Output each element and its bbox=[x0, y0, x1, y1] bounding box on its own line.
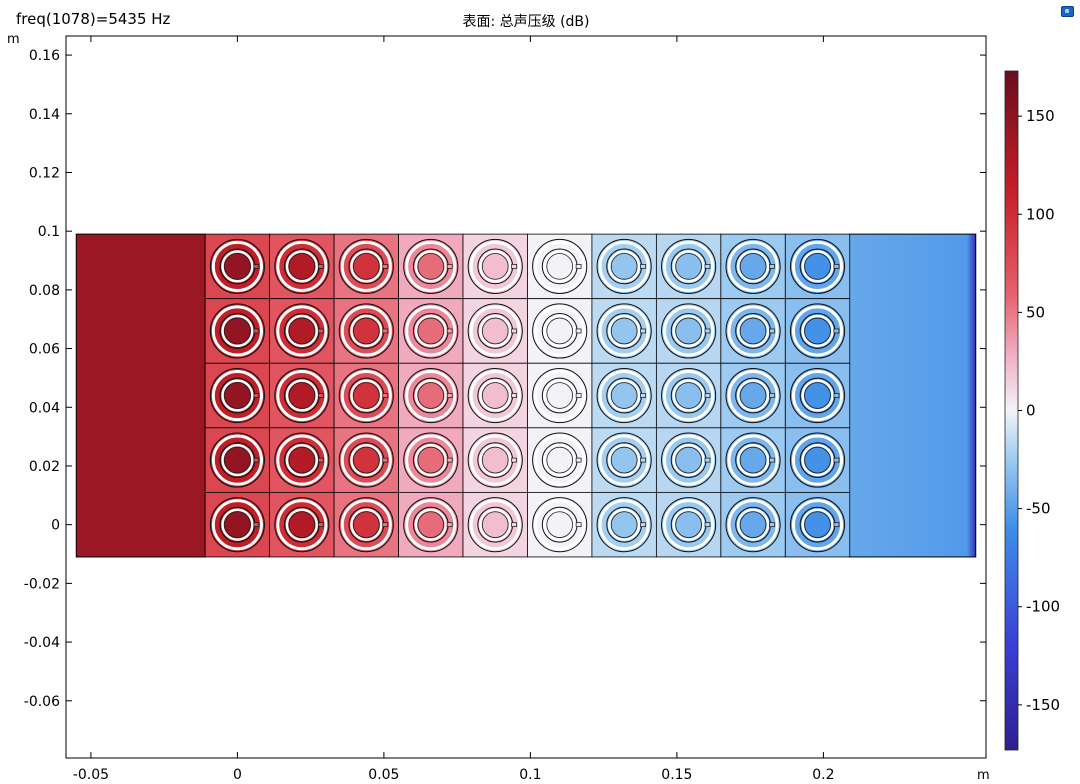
resonator-cell bbox=[527, 298, 593, 364]
resonator-cell bbox=[333, 298, 399, 364]
y-tick-label: 0.14 bbox=[29, 107, 60, 123]
resonator-cell bbox=[591, 427, 657, 493]
y-tick-label: -0.02 bbox=[24, 576, 60, 592]
colorbar-tick-label: -150 bbox=[1026, 696, 1060, 714]
resonator-cell bbox=[398, 233, 464, 300]
x-axis-unit: m bbox=[977, 768, 990, 783]
resonator-cell bbox=[591, 298, 657, 364]
resonator-cell bbox=[655, 491, 722, 558]
y-tick-label: -0.04 bbox=[24, 635, 60, 651]
parameter-label: freq(1078)=5435 Hz bbox=[16, 10, 171, 28]
colorbar-tick-label: 0 bbox=[1026, 402, 1036, 420]
resonator-cell bbox=[655, 298, 722, 364]
resonator-cell bbox=[720, 427, 786, 493]
resonator-cell bbox=[269, 427, 335, 493]
outlet-region bbox=[848, 233, 977, 558]
colorbar-tick-label: -100 bbox=[1026, 598, 1060, 616]
resonator-cell bbox=[784, 362, 851, 429]
x-tick-label: 0.1 bbox=[519, 767, 541, 783]
resonator-cell bbox=[204, 233, 271, 300]
resonator-cell bbox=[591, 491, 657, 558]
resonator-cell bbox=[591, 362, 657, 429]
resonator-cell bbox=[720, 491, 786, 558]
y-tick-label: 0.08 bbox=[29, 283, 60, 299]
resonator-cell bbox=[784, 298, 851, 364]
resonator-cell bbox=[527, 427, 593, 493]
resonator-cell bbox=[462, 298, 528, 364]
resonator-cell bbox=[720, 298, 786, 364]
resonator-cell bbox=[333, 491, 399, 558]
plot-title: 表面: 总声压级 (dB) bbox=[462, 14, 589, 30]
inlet-region bbox=[75, 233, 206, 558]
colorbar-gradient bbox=[1004, 70, 1019, 751]
y-tick-label: 0.02 bbox=[29, 459, 60, 475]
resonator-cell bbox=[462, 427, 528, 493]
resonator-cell bbox=[204, 427, 271, 493]
x-tick-label: 0 bbox=[233, 767, 242, 783]
resonator-cell bbox=[269, 362, 335, 429]
resonator-cell bbox=[655, 233, 722, 300]
x-tick-label: 0.15 bbox=[661, 767, 692, 783]
resonator-cell bbox=[333, 427, 399, 493]
pressure-field bbox=[75, 233, 977, 558]
colorbar-tick-label: 150 bbox=[1026, 107, 1055, 125]
resonator-cell bbox=[720, 362, 786, 429]
resonator-cell bbox=[204, 362, 271, 429]
resonator-cell bbox=[527, 362, 593, 429]
colorbar-tick-label: -50 bbox=[1026, 500, 1051, 518]
resonator-cell bbox=[204, 491, 271, 558]
resonator-cell bbox=[398, 427, 464, 493]
y-tick-label: 0 bbox=[51, 518, 60, 534]
resonator-cell bbox=[720, 233, 786, 300]
resonator-cell bbox=[784, 491, 851, 558]
resonator-cell bbox=[398, 491, 464, 558]
resonator-cell bbox=[591, 233, 657, 300]
resonator-cell bbox=[784, 427, 851, 493]
colorbar-tick-label: 100 bbox=[1026, 205, 1055, 223]
resonator-cell bbox=[269, 491, 335, 558]
x-tick-label: 0.2 bbox=[812, 767, 834, 783]
colorbar-tick-label: 50 bbox=[1026, 303, 1045, 321]
window-icon[interactable] bbox=[1061, 6, 1074, 17]
y-tick-label: -0.06 bbox=[24, 694, 60, 710]
resonator-cell bbox=[333, 233, 399, 300]
y-tick-label: 0.16 bbox=[29, 48, 60, 64]
resonator-cell bbox=[398, 362, 464, 429]
resonator-cell bbox=[462, 233, 528, 300]
axes-frame bbox=[65, 35, 987, 759]
resonator-cell bbox=[655, 427, 722, 493]
resonator-cell bbox=[462, 362, 528, 429]
resonator-cell bbox=[269, 298, 335, 364]
resonator-cell bbox=[398, 298, 464, 364]
y-tick-label: 0.1 bbox=[38, 224, 60, 240]
y-tick-label: 0.04 bbox=[29, 400, 60, 416]
y-tick-label: 0.06 bbox=[29, 342, 60, 358]
resonator-cell bbox=[527, 233, 593, 300]
x-tick-label: -0.05 bbox=[73, 767, 109, 783]
resonator-cell bbox=[784, 233, 851, 300]
colorbar: 150 100 50 0 -50 -100 -150 bbox=[1004, 70, 1060, 751]
resonator-cell bbox=[204, 298, 271, 364]
y-axis-unit: m bbox=[7, 32, 20, 47]
x-axis: -0.05 0 0.05 0.1 0.15 0.2 bbox=[73, 36, 835, 783]
resonator-cell bbox=[655, 362, 722, 429]
y-axis: 0.16 0.14 0.12 0.1 0.08 0.06 0.04 0.02 0 -0.02 -0.… bbox=[24, 48, 986, 710]
resonator-cell bbox=[462, 491, 528, 558]
y-tick-label: 0.12 bbox=[29, 165, 60, 181]
resonator-cell bbox=[527, 491, 593, 558]
resonator-cell bbox=[269, 233, 335, 300]
resonator-cell bbox=[333, 362, 399, 429]
x-tick-label: 0.05 bbox=[368, 767, 399, 783]
